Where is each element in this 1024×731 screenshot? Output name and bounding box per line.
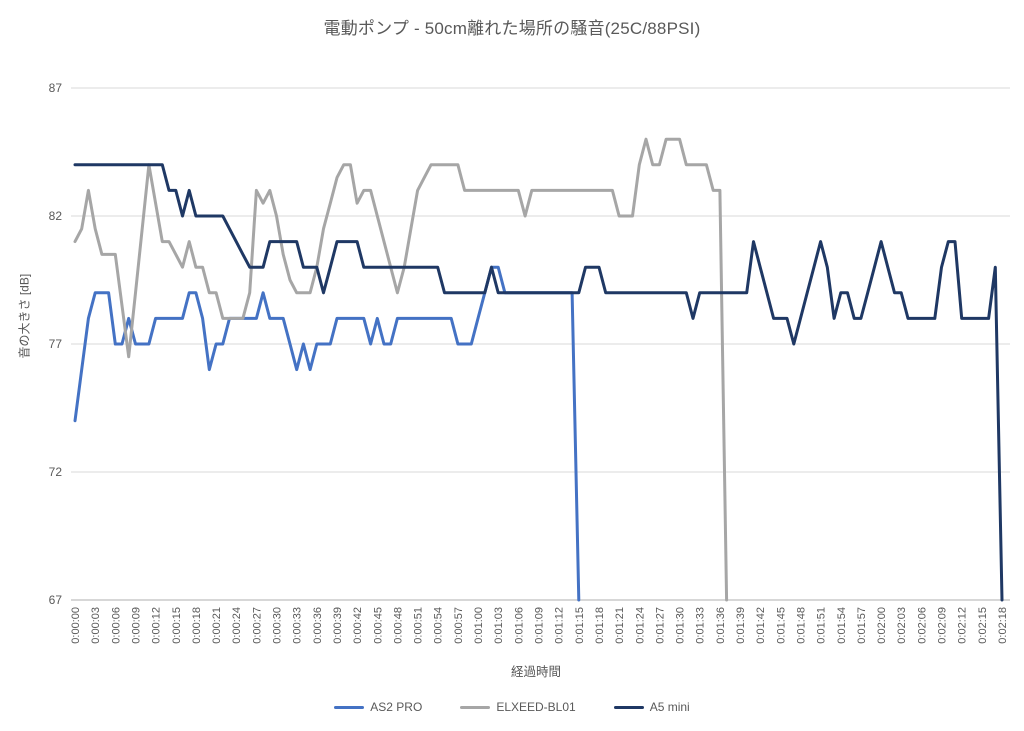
x-tick-label-0:01:27: 0:01:27 [654, 607, 666, 644]
x-axis-title: 経過時間 [510, 665, 561, 679]
x-tick-label-0:01:30: 0:01:30 [675, 607, 687, 644]
series-line-elxeed-bl01 [73, 137, 729, 602]
x-tick-label-0:02:09: 0:02:09 [937, 607, 949, 644]
y-tick-label-72: 72 [49, 465, 63, 479]
x-tick-label-0:01:51: 0:01:51 [816, 607, 828, 644]
x-tick-label-0:02:03: 0:02:03 [896, 607, 908, 644]
x-tick-labels: 0:00:00 0:00:03 0:00:06 0:00:09 0:00:12 0:00:… [70, 607, 1009, 644]
x-tick-label-0:00:09: 0:00:09 [130, 607, 142, 644]
x-tick-label-0:01:33: 0:01:33 [695, 607, 707, 644]
x-tick-label-0:00:33: 0:00:33 [292, 607, 304, 644]
x-tick-label-0:01:06: 0:01:06 [513, 607, 525, 644]
x-tick-label-0:00:57: 0:00:57 [453, 607, 465, 644]
y-tick-labels: 67 72 77 82 87 [49, 81, 63, 607]
gridlines [71, 87, 1010, 601]
x-tick-label-0:01:18: 0:01:18 [594, 607, 606, 644]
y-axis-title: 音の大きさ [dB] [17, 273, 32, 359]
series-line-as2-pro [73, 265, 581, 602]
x-tick-label-0:01:48: 0:01:48 [795, 607, 807, 644]
x-tick-label-0:00:24: 0:00:24 [231, 607, 243, 644]
x-tick-label-0:00:06: 0:00:06 [110, 607, 122, 644]
chart-title: 電動ポンプ - 50cm離れた場所の騒音(25C/88PSI) [323, 19, 701, 38]
x-tick-label-0:01:24: 0:01:24 [634, 607, 646, 644]
x-tick-label-0:00:48: 0:00:48 [392, 607, 404, 644]
series-line-a5-mini [73, 163, 1004, 602]
x-tick-label-0:00:03: 0:00:03 [90, 607, 102, 644]
x-tick-label-0:00:00: 0:00:00 [70, 607, 82, 644]
x-tick-label-0:00:30: 0:00:30 [272, 607, 284, 644]
x-tick-label-0:01:36: 0:01:36 [715, 607, 727, 644]
legend-item-a5-mini: A5 mini [613, 700, 690, 714]
x-tick-label-0:02:12: 0:02:12 [957, 607, 969, 644]
x-tick-label-0:01:15: 0:01:15 [574, 607, 586, 644]
legend-line-swatch-elxeed-bl01 [460, 705, 491, 709]
x-tick-label-0:01:03: 0:01:03 [493, 607, 505, 644]
x-tick-label-0:02:00: 0:02:00 [876, 607, 888, 644]
legend-label-elxeed-bl01: ELXEED-BL01 [496, 700, 576, 714]
y-tick-label-82: 82 [49, 209, 63, 223]
legend-item-as2-pro: AS2 PRO [334, 700, 422, 714]
x-tick-label-0:01:21: 0:01:21 [614, 607, 626, 644]
legend-label-a5-mini: A5 mini [649, 700, 690, 714]
x-tick-label-0:01:39: 0:01:39 [735, 607, 747, 644]
y-tick-label-87: 87 [49, 81, 63, 95]
legend-item-elxeed-bl01: ELXEED-BL01 [460, 700, 576, 714]
x-tick-label-0:00:27: 0:00:27 [251, 607, 263, 644]
x-tick-label-0:01:45: 0:01:45 [775, 607, 787, 644]
x-tick-label-0:01:54: 0:01:54 [836, 607, 848, 644]
x-tick-label-0:02:15: 0:02:15 [977, 607, 989, 644]
x-tick-label-0:02:18: 0:02:18 [997, 607, 1009, 644]
legend: AS2 PRO ELXEED-BL01 A5 mini [0, 700, 1024, 714]
x-tick-label-0:00:15: 0:00:15 [171, 607, 183, 644]
x-tick-label-0:00:51: 0:00:51 [413, 607, 425, 644]
x-tick-label-0:01:12: 0:01:12 [554, 607, 566, 644]
x-tick-label-0:00:12: 0:00:12 [151, 607, 163, 644]
y-tick-label-67: 67 [49, 593, 63, 607]
x-tick-label-0:02:06: 0:02:06 [916, 607, 928, 644]
x-tick-label-0:01:00: 0:01:00 [473, 607, 485, 644]
x-tick-label-0:01:57: 0:01:57 [856, 607, 868, 644]
x-tick-label-0:00:54: 0:00:54 [433, 607, 445, 644]
x-tick-label-0:00:36: 0:00:36 [312, 607, 324, 644]
legend-label-as2-pro: AS2 PRO [370, 700, 423, 714]
x-tick-label-0:00:18: 0:00:18 [191, 607, 203, 644]
y-tick-label-77: 77 [49, 337, 63, 351]
x-tick-label-0:01:09: 0:01:09 [534, 607, 546, 644]
x-tick-label-0:00:39: 0:00:39 [332, 607, 344, 644]
x-tick-label-0:00:42: 0:00:42 [352, 607, 364, 644]
x-tick-label-0:01:42: 0:01:42 [755, 607, 767, 644]
legend-line-swatch-as2-pro [334, 705, 365, 709]
x-tick-label-0:00:45: 0:00:45 [372, 607, 384, 644]
x-tick-label-0:00:21: 0:00:21 [211, 607, 223, 644]
legend-line-swatch-a5-mini [613, 705, 644, 709]
